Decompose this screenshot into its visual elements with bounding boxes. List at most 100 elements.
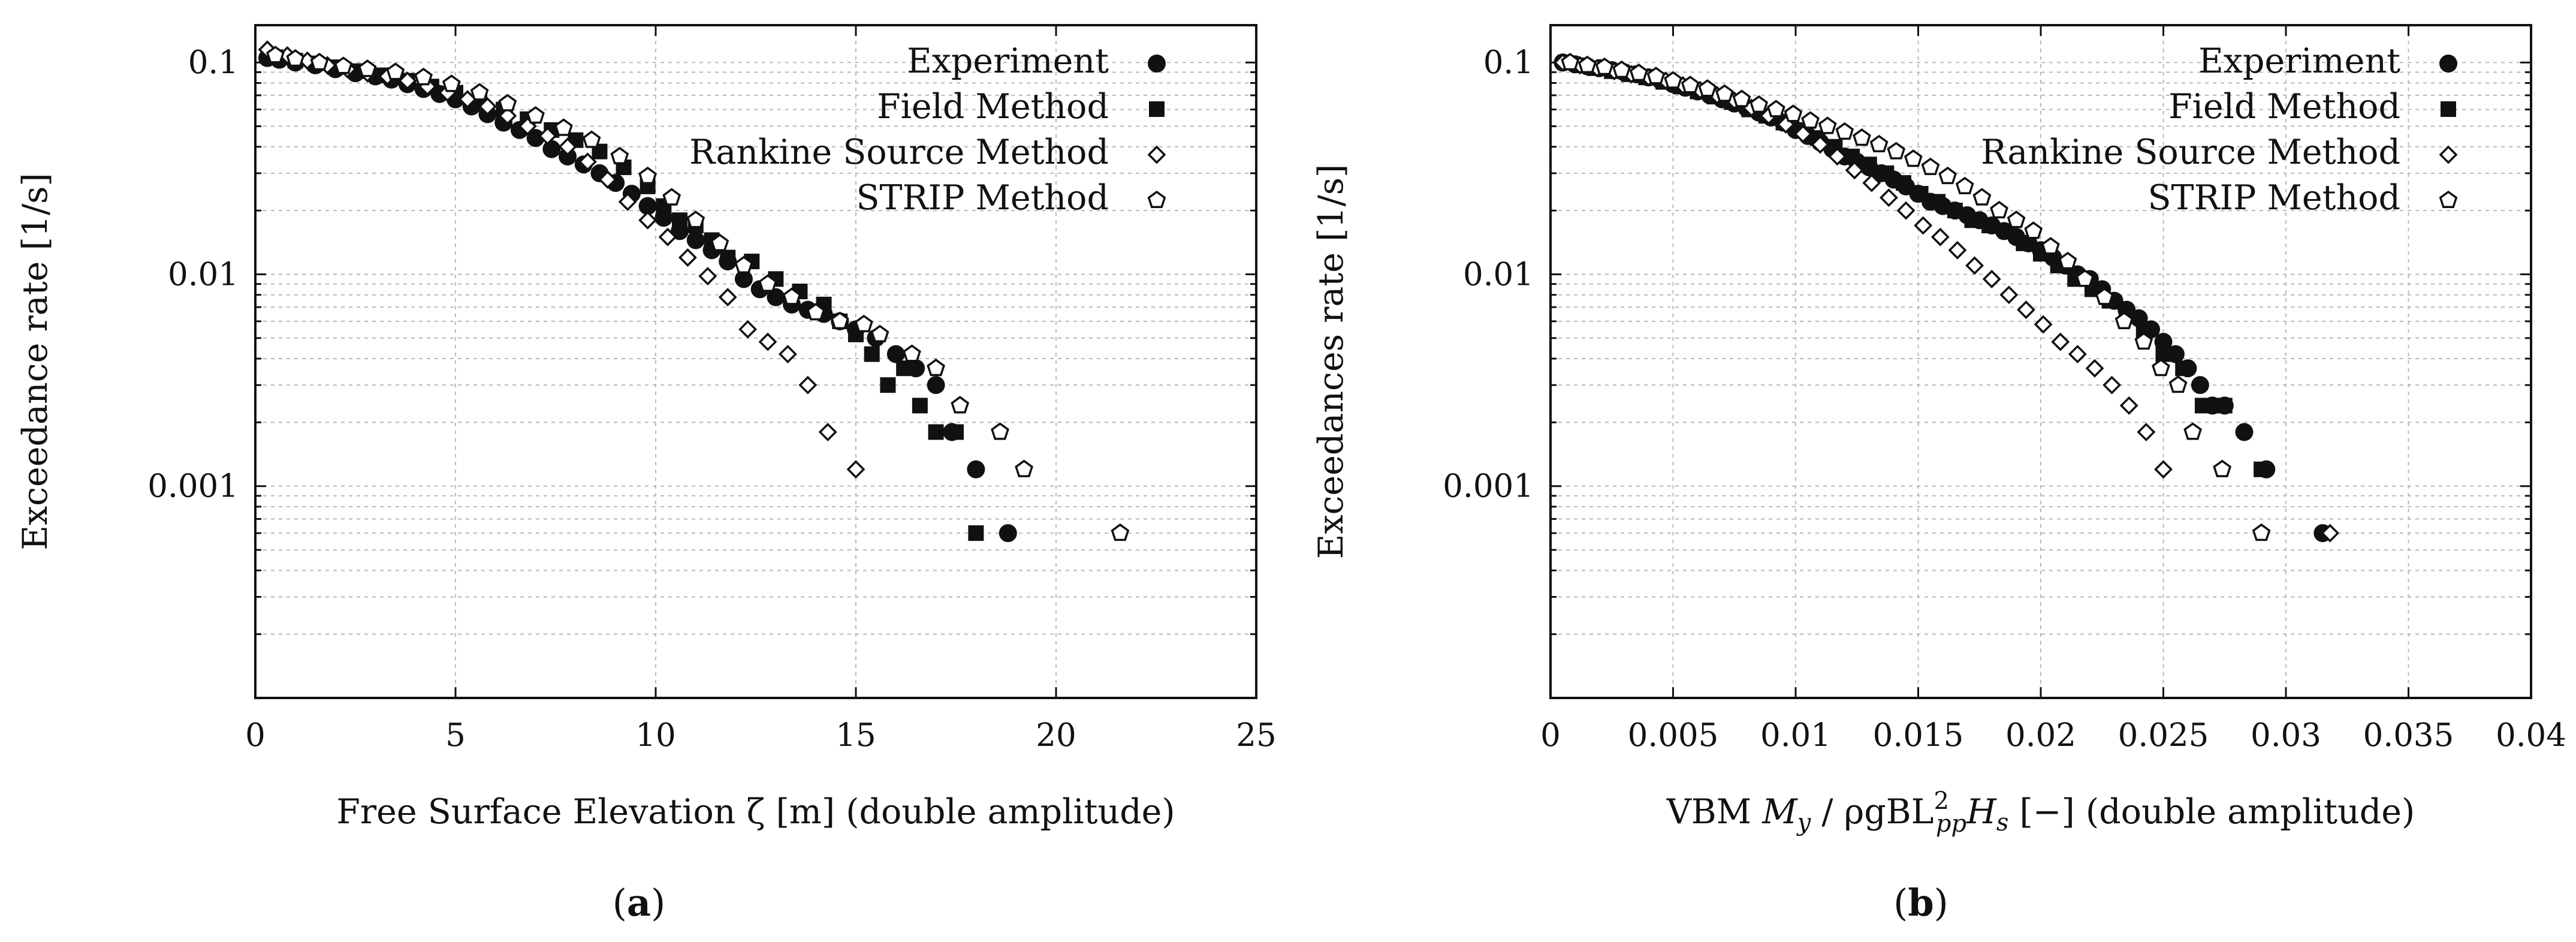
- data-point-strip-method: [334, 56, 353, 74]
- data-point-strip-method: [854, 314, 873, 333]
- data-point-strip-method: [1111, 523, 1130, 541]
- data-point-strip-method: [1681, 76, 1700, 94]
- data-point-rankine-source-method: [798, 375, 818, 395]
- data-point-experiment: [686, 231, 705, 249]
- data-point-strip-method: [582, 130, 601, 148]
- data-point-strip-method: [806, 303, 825, 321]
- data-point-strip-method: [1766, 100, 1785, 118]
- data-point-strip-method: [554, 118, 573, 136]
- data-point-strip-method: [442, 74, 461, 92]
- data-point-strip-method: [1904, 149, 1923, 167]
- data-point-strip-method: [414, 67, 433, 86]
- data-point-rankine-source-method: [846, 460, 865, 479]
- x-tick-label: 25: [1236, 717, 1276, 754]
- x-tick-label: 20: [1036, 717, 1076, 754]
- data-point-strip-method: [734, 255, 753, 273]
- panel-b-y-tick-labels: 0.001 0.01 0.1: [1443, 44, 1534, 505]
- x-tick-label: 0.035: [2363, 717, 2454, 754]
- panel-a-x-axis-label: Free Surface Elevation ζ [m] (double amp…: [336, 792, 1175, 832]
- panel-a-plot-frame: [254, 24, 1257, 699]
- data-point-field-method: [968, 525, 984, 541]
- panel-b-legend: Experiment Field Method Rankine Source M…: [1981, 41, 2458, 218]
- data-point-strip-method: [830, 311, 849, 329]
- data-point-field-method: [1981, 218, 1998, 234]
- data-point-field-method: [2155, 346, 2171, 362]
- data-point-field-method: [1895, 175, 1911, 191]
- data-point-field-method: [2175, 360, 2191, 377]
- data-point-strip-method: [1595, 57, 1614, 76]
- data-point-rankine-source-method: [738, 320, 758, 339]
- data-point-field-method: [1861, 157, 1877, 173]
- data-point-field-method: [880, 377, 896, 393]
- data-point-rankine-source-method: [598, 170, 617, 189]
- legend-label-field-method: Field Method: [2168, 87, 2400, 127]
- data-point-strip-method: [498, 94, 517, 112]
- x-tick-label: 0: [1540, 717, 1561, 754]
- data-point-rankine-source-method: [578, 152, 597, 171]
- data-point-strip-method: [1835, 122, 1854, 140]
- y-tick-label: 0.001: [1443, 468, 1534, 505]
- data-point-rankine-source-method: [1982, 269, 2001, 288]
- data-point-strip-method: [903, 344, 921, 362]
- data-point-strip-method: [2213, 459, 2232, 477]
- data-point-rankine-source-method: [538, 127, 557, 146]
- data-point-strip-method: [2058, 251, 2077, 270]
- panel-a-data-points: [258, 40, 1130, 543]
- data-point-field-method: [2194, 398, 2210, 414]
- legend-marker-rankine-source-method: [1147, 145, 1166, 164]
- y-tick-label: 0.01: [168, 256, 239, 293]
- data-point-rankine-source-method: [498, 106, 517, 125]
- x-tick-label: 0.04: [2496, 717, 2566, 754]
- data-point-strip-method: [2168, 375, 2188, 393]
- data-point-strip-method: [1955, 176, 1974, 194]
- x-tick-label: 10: [635, 717, 675, 754]
- panel-b-x-axis-label: VBM My / ρgBL2 ppHs [−] (double amplitude…: [1666, 787, 2415, 838]
- data-point-strip-method: [2076, 269, 2094, 287]
- data-point-experiment: [526, 129, 545, 148]
- data-point-rankine-source-method: [2051, 332, 2070, 351]
- data-point-field-method: [1844, 148, 1860, 164]
- panel-b-legend-markers: [2439, 55, 2458, 209]
- data-point-strip-method: [2183, 422, 2202, 440]
- data-point-strip-method: [310, 53, 329, 71]
- data-point-strip-method: [870, 324, 889, 342]
- legend-label-field-method: Field Method: [877, 87, 1109, 127]
- panel-b-x-tick-labels: 0 0.005 0.01 0.015 0.02 0.025 0.03 0.035 0.04: [1540, 717, 2566, 754]
- data-point-strip-method: [710, 233, 729, 251]
- data-point-rankine-source-method: [1931, 227, 1950, 246]
- data-point-experiment: [734, 270, 753, 288]
- data-point-rankine-source-method: [1896, 201, 1916, 220]
- data-point-rankine-source-method: [638, 210, 657, 230]
- data-point-rankine-source-method: [1965, 256, 1984, 275]
- panel-a-caption: (a): [613, 881, 666, 925]
- data-point-experiment: [767, 288, 785, 306]
- data-point-field-method: [1930, 194, 1946, 210]
- data-point-rankine-source-method: [1793, 124, 1812, 143]
- data-point-field-method: [1947, 203, 1963, 219]
- legend-label-strip-method: STRIP Method: [856, 178, 1109, 218]
- data-point-strip-method: [662, 188, 681, 206]
- data-point-strip-method: [1698, 79, 1717, 97]
- panel-b-data-points: [1553, 53, 2340, 543]
- data-point-rankine-source-method: [2103, 375, 2122, 395]
- legend-marker-field-method: [1149, 101, 1165, 117]
- data-point-rankine-source-method: [718, 288, 737, 307]
- x-tick-label: 0.005: [1628, 717, 1719, 754]
- data-point-strip-method: [286, 49, 305, 67]
- data-point-experiment: [927, 376, 945, 395]
- data-point-strip-method: [2024, 221, 2043, 239]
- data-point-strip-method: [2095, 287, 2114, 305]
- data-point-field-method: [720, 249, 736, 266]
- data-point-field-method: [864, 346, 880, 362]
- data-point-strip-method: [1972, 188, 1992, 206]
- data-point-rankine-source-method: [2068, 345, 2087, 364]
- x-tick-label: 5: [445, 717, 466, 754]
- legend-marker-strip-method: [2439, 190, 2458, 209]
- data-point-strip-method: [951, 396, 970, 414]
- panel-a-legend: Experiment Field Method Rankine Source M…: [689, 41, 1166, 218]
- y-tick-label: 0.01: [1463, 256, 1534, 293]
- data-point-strip-method: [1938, 166, 1957, 185]
- data-point-rankine-source-method: [558, 137, 577, 157]
- x-tick-label: 0: [245, 717, 266, 754]
